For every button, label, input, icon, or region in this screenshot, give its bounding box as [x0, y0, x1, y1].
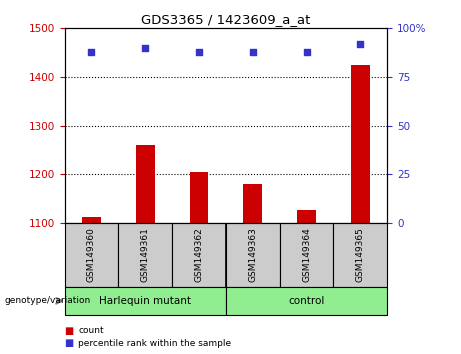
- Text: GSM149362: GSM149362: [195, 228, 203, 282]
- Bar: [333, 223, 387, 287]
- Bar: [280, 223, 333, 287]
- Bar: [172, 223, 226, 287]
- Text: Harlequin mutant: Harlequin mutant: [99, 296, 191, 306]
- Point: [357, 41, 364, 47]
- Point: [249, 49, 256, 55]
- Bar: [65, 287, 226, 315]
- Text: GSM149361: GSM149361: [141, 227, 150, 282]
- Point: [195, 49, 203, 55]
- Bar: [189, 172, 208, 223]
- Bar: [136, 145, 154, 223]
- Text: count: count: [78, 326, 104, 336]
- Bar: [65, 223, 118, 287]
- Point: [303, 49, 310, 55]
- Point: [142, 45, 149, 51]
- Bar: [243, 184, 262, 223]
- Point: [88, 49, 95, 55]
- Text: GSM149364: GSM149364: [302, 228, 311, 282]
- Text: GSM149365: GSM149365: [356, 227, 365, 282]
- Text: percentile rank within the sample: percentile rank within the sample: [78, 339, 231, 348]
- Bar: [351, 65, 370, 223]
- Text: GSM149360: GSM149360: [87, 227, 96, 282]
- Text: control: control: [289, 296, 325, 306]
- Bar: [82, 217, 101, 223]
- Text: ■: ■: [65, 326, 74, 336]
- Text: GSM149363: GSM149363: [248, 227, 257, 282]
- Bar: [297, 210, 316, 223]
- Text: ■: ■: [65, 338, 74, 348]
- Text: genotype/variation: genotype/variation: [5, 296, 91, 306]
- Title: GDS3365 / 1423609_a_at: GDS3365 / 1423609_a_at: [141, 13, 311, 26]
- Bar: [226, 287, 387, 315]
- Bar: [226, 223, 280, 287]
- Bar: [118, 223, 172, 287]
